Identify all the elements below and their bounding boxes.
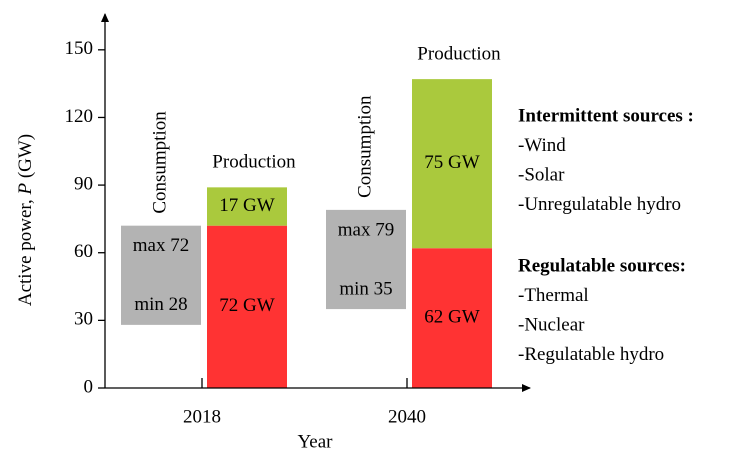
legend-item: -Thermal (518, 285, 589, 306)
consumption-range (326, 209, 406, 310)
min-label: min 28 (134, 294, 187, 315)
x-axis-label: Year (297, 431, 333, 452)
y-tick-label: 90 (74, 173, 93, 194)
consumption-range (121, 225, 201, 325)
legend-heading: Regulatable sources: (518, 255, 686, 276)
y-tick-label: 120 (65, 106, 94, 127)
legend-item: -Unregulatable hydro (518, 194, 681, 215)
production-segment (207, 225, 287, 388)
y-axis-label-part: (GW) (15, 134, 36, 183)
production-segment (412, 79, 492, 249)
legend-item: -Regulatable hydro (518, 344, 664, 365)
y-axis-label-part: Active power, (15, 195, 36, 307)
y-tick-label: 150 (65, 38, 94, 59)
y-axis-label: Active power, P (GW) (15, 134, 36, 306)
value-label: 72 GW (219, 295, 274, 316)
min-label: min 35 (339, 278, 392, 299)
x-tick-label: 2040 (388, 406, 426, 427)
value-label: 17 GW (219, 195, 274, 216)
production-segment (412, 248, 492, 388)
value-label: 62 GW (424, 306, 479, 327)
legend-item: -Nuclear (518, 314, 585, 335)
production-label: Production (212, 152, 296, 173)
y-tick-label: 0 (84, 376, 94, 397)
y-axis-label-part: P (15, 183, 36, 196)
consumption-label: Consumption (354, 95, 375, 198)
production-label: Production (417, 43, 501, 64)
legend-item: -Solar (518, 164, 565, 185)
consumption-label: Consumption (149, 111, 170, 214)
x-tick-label: 2018 (183, 406, 221, 427)
value-label: 75 GW (424, 152, 479, 173)
y-tick-label: 30 (74, 309, 93, 330)
y-tick-label: 60 (74, 241, 93, 262)
max-label: max 79 (338, 219, 394, 240)
legend-item: -Wind (518, 135, 566, 156)
legend-heading: Intermittent sources : (518, 105, 694, 126)
production-segment (207, 187, 287, 226)
max-label: max 72 (133, 235, 189, 256)
